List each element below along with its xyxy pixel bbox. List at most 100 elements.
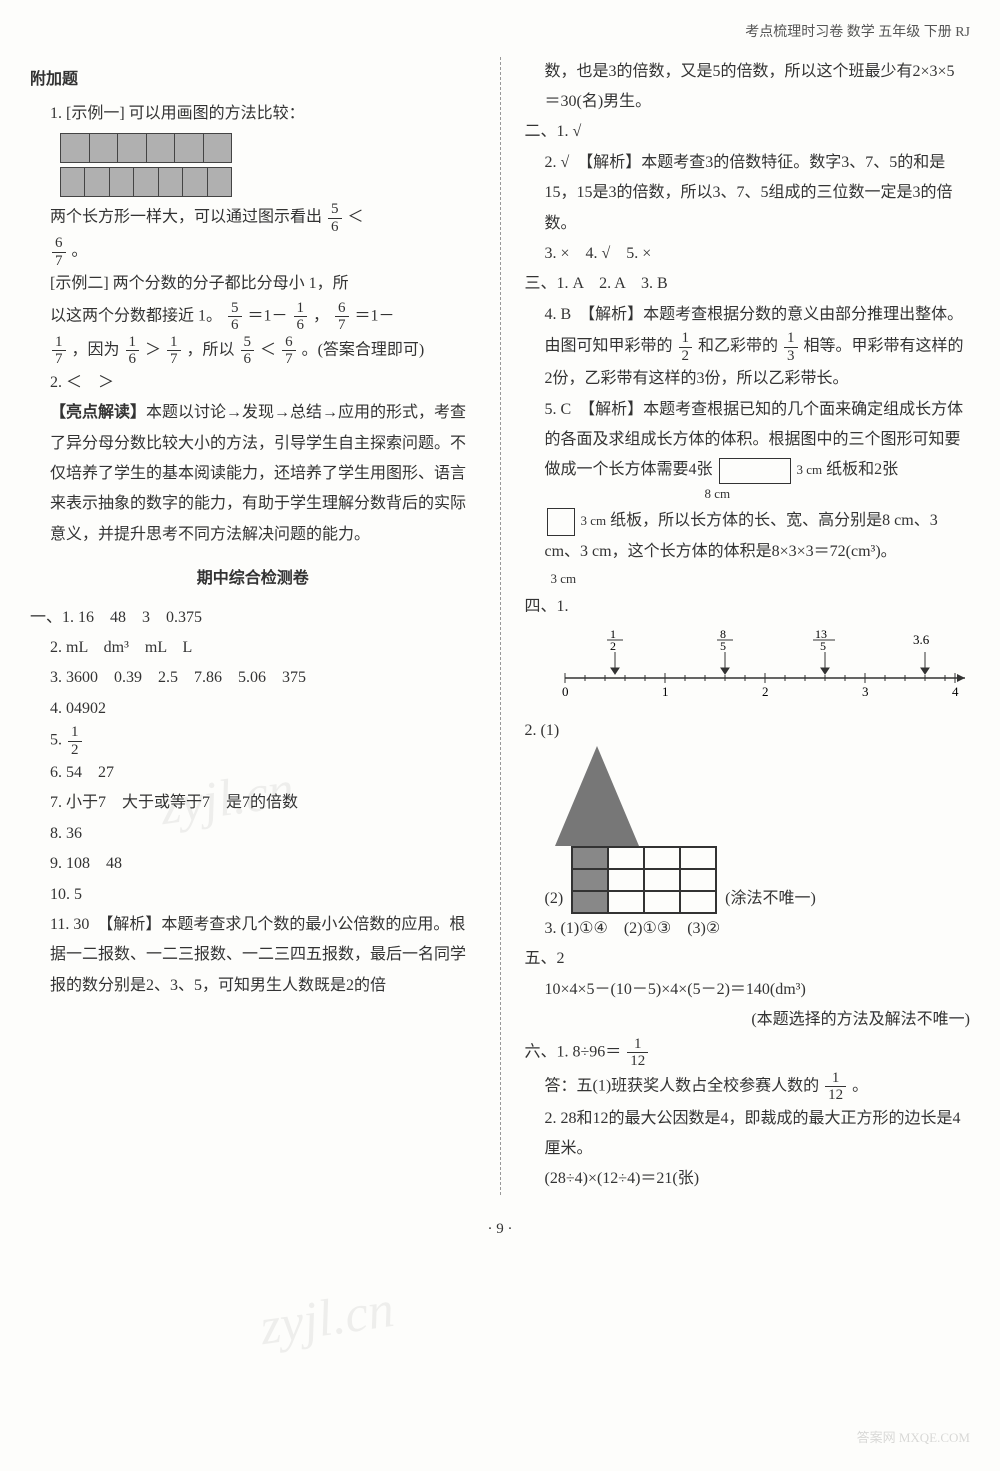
I-2: 2. mL dm³ mL L	[30, 633, 476, 663]
VI-2b: (28÷4)×(12÷4)＝21(张)	[525, 1164, 971, 1194]
period: 。	[72, 243, 88, 260]
I-7: 7. 小于7 大于或等于7 是7的倍数	[30, 788, 476, 818]
I-11-cont: 数，也是3的倍数，又是5的倍数，所以这个班最少有2×3×5＝30(名)男生。	[525, 57, 971, 118]
frac: 67	[335, 300, 349, 334]
III-5: 5. C 【解析】本题考查根据已知的几个面来确定组成长方体的各面及求组成长方体的…	[525, 395, 971, 592]
frac: 17	[52, 334, 66, 368]
grid-3x4	[571, 846, 717, 914]
t: ，	[313, 307, 329, 324]
t: ＝1－	[248, 307, 288, 324]
t: 纸板和2张	[826, 461, 898, 478]
t: 。	[852, 1077, 868, 1094]
frac: 56	[228, 300, 242, 334]
two-column-layout: 附加题 1. [示例一] 可以用画图的方法比较： 两个长方形一样大，可以通过图示…	[30, 57, 970, 1195]
left-column: 附加题 1. [示例一] 可以用画图的方法比较： 两个长方形一样大，可以通过图示…	[30, 57, 476, 1195]
II-1: 二、1. √	[525, 117, 971, 147]
I-5: 5. 12	[30, 724, 476, 758]
t: 以这两个分数都接近 1。	[50, 307, 222, 324]
bonus-title: 附加题	[30, 65, 476, 95]
t: 和乙彩带的	[698, 338, 778, 355]
highlight: 【亮点解读】本题以讨论→发现→总结→应用的形式，考查了异分母分数比较大小的方法，…	[30, 398, 476, 550]
frac: 17	[167, 334, 181, 368]
VI-2a: 2. 28和12的最大公因数是4，即裁成的最大正方形的边长是4厘米。	[525, 1104, 971, 1165]
numberline-svg: 0 1 2 3 4 12 85 135 3.6	[555, 628, 975, 698]
II-3: 3. × 4. √ 5. ×	[525, 239, 971, 269]
frac-5-6: 56	[328, 201, 342, 235]
page-footer: · 9 ·	[30, 1215, 970, 1244]
t: 答：五(1)班获奖人数占全校参赛人数的	[545, 1077, 820, 1094]
bar-diagram-6	[60, 133, 232, 163]
I-3: 3. 3600 0.39 2.5 7.86 5.06 375	[30, 663, 476, 693]
svg-text:4: 4	[952, 684, 959, 698]
highlight-body: 本题以讨论→发现→总结→应用的形式，考查了异分母分数比较大小的方法，引导学生自主…	[50, 404, 466, 543]
IV-head: 四、1.	[525, 592, 971, 622]
II-2: 2. √ 【解析】本题考查3的倍数特征。数字3、7、5的和是15，15是3的倍数…	[525, 148, 971, 239]
right-column: 数，也是3的倍数，又是5的倍数，所以这个班最少有2×3×5＝30(名)男生。 二…	[525, 57, 971, 1195]
lt: ＜	[348, 209, 364, 226]
I-6: 6. 54 27	[30, 758, 476, 788]
V-head: 五、2	[525, 944, 971, 974]
q1-ex2b: 以这两个分数都接近 1。 56 ＝1－ 16 ， 67 ＝1－	[30, 300, 476, 334]
page-header: 考点梳理时习卷 数学 五年级 下册 RJ	[30, 20, 970, 47]
q1-text1: 两个长方形一样大，可以通过图示看出 56 ＜	[30, 201, 476, 235]
frac: 56	[241, 334, 255, 368]
I-9: 9. 108 48	[30, 849, 476, 879]
VI-1b: 答：五(1)班获奖人数占全校参赛人数的 112 。	[525, 1070, 971, 1104]
IV-2-note: (涂法不唯一)	[725, 884, 816, 914]
frac-1-12b: 112	[825, 1070, 846, 1104]
III-4: 4. B 【解析】本题考查根据分数的意义由部分推理出整体。由图可知甲彩带的 12…	[525, 300, 971, 395]
IV-2-2-row: (2) (涂法不唯一)	[525, 846, 971, 914]
q1-text1-line2: 67 。	[30, 235, 476, 269]
svg-text:2: 2	[762, 684, 769, 698]
highlight-title: 【亮点解读】	[50, 404, 146, 421]
midterm-title: 期中综合检测卷	[30, 564, 476, 594]
t: ＝1－	[355, 307, 395, 324]
t: ，因为	[72, 341, 120, 358]
q1-intro: 1. [示例一] 可以用画图的方法比较：	[30, 99, 476, 129]
svg-text:5: 5	[720, 639, 726, 653]
frac: 16	[126, 334, 140, 368]
t: 5.	[50, 732, 66, 749]
III-head: 三、1. A 2. A 3. B	[525, 269, 971, 299]
number-line: 0 1 2 3 4 12 85 135 3.6	[555, 628, 971, 709]
V-eq: 10×4×5－(10－5)×4×(5－2)＝140(dm³)	[525, 975, 971, 1005]
rect-8x3	[719, 458, 791, 484]
frac-6-7: 67	[52, 235, 66, 269]
I-8: 8. 36	[30, 819, 476, 849]
svg-text:0: 0	[562, 684, 569, 698]
frac-1-2: 12	[679, 330, 693, 364]
I-1: 一、1. 16 48 3 0.375	[30, 603, 476, 633]
logo-bottom-right: 答案网 MXQE.COM	[857, 1426, 970, 1451]
t: ＞	[145, 341, 161, 358]
I-4: 4. 04902	[30, 694, 476, 724]
IV-3: 3. (1)①④ (2)①③ (3)②	[525, 914, 971, 944]
svg-text:2: 2	[610, 639, 616, 653]
frac-1-12: 112	[627, 1036, 648, 1070]
frac: 16	[294, 300, 308, 334]
IV-2-2: (2)	[525, 884, 564, 914]
lbl-8cm: 8 cm	[705, 482, 971, 507]
triangle-shape	[555, 746, 639, 846]
t: 六、1. 8÷96＝	[525, 1043, 622, 1060]
lbl-3cm-2: 3 cm	[581, 513, 607, 528]
bar-diagram-7	[60, 167, 232, 197]
frac: 67	[282, 334, 296, 368]
I-10: 10. 5	[30, 880, 476, 910]
frac-1-3: 13	[784, 330, 798, 364]
frac-1-2: 12	[68, 724, 82, 758]
VI-1: 六、1. 8÷96＝ 112	[525, 1036, 971, 1070]
svg-text:3: 3	[862, 684, 869, 698]
q1-ex2c: 17 ，因为 16 ＞ 17 ，所以 56 ＜ 67 。(答案合理即可)	[30, 334, 476, 368]
svg-text:3.6: 3.6	[913, 632, 930, 647]
t: ，所以	[187, 341, 235, 358]
svg-text:5: 5	[820, 639, 826, 653]
rect-3x3	[547, 508, 575, 536]
column-divider	[500, 57, 501, 1195]
t: ＜	[260, 341, 276, 358]
q2: 2. ＜ ＞	[30, 368, 476, 398]
q1-ex2a: [示例二] 两个分数的分子都比分母小 1，所	[30, 269, 476, 299]
I-11: 11. 30 【解析】本题考查求几个数的最小公倍数的应用。根据一二报数、一二三报…	[30, 910, 476, 1001]
svg-text:1: 1	[662, 684, 669, 698]
lbl-3cm: 3 cm	[797, 462, 823, 477]
t: 两个长方形一样大，可以通过图示看出	[50, 209, 322, 226]
